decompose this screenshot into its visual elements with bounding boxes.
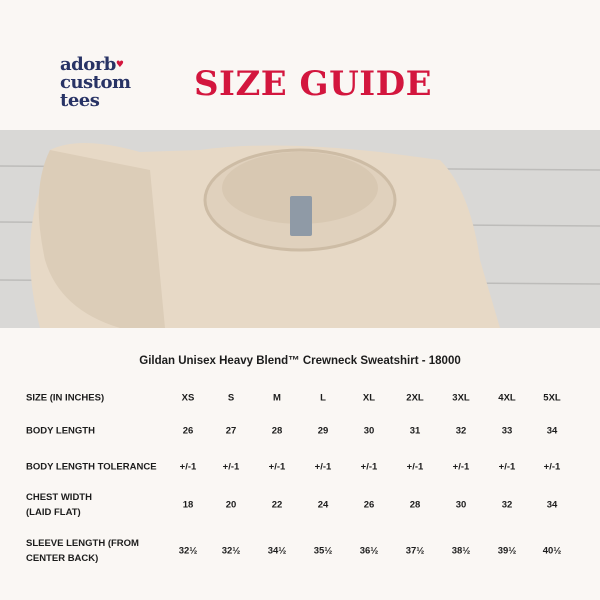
- size-header: 4XL: [498, 392, 516, 404]
- table-cell: +/-1: [543, 461, 561, 473]
- brand-logo: adorb♥ custom tees: [60, 56, 131, 110]
- table-cell: 37½: [405, 545, 425, 557]
- table-cell: 28: [271, 425, 283, 437]
- table-cell: 32½: [221, 545, 241, 557]
- row-label: BODY LENGTH TOLERANCE: [26, 461, 157, 473]
- logo-line: custom: [60, 72, 131, 93]
- size-header: M: [273, 392, 281, 404]
- product-name: Gildan Unisex Heavy Blend™ Crewneck Swea…: [139, 355, 461, 367]
- table-cell: 34: [546, 499, 558, 511]
- table-cell: 39½: [497, 545, 517, 557]
- table-cell: 32: [501, 499, 513, 511]
- page-title: SIZE GUIDE: [194, 64, 433, 104]
- table-cell: 29: [317, 425, 329, 437]
- table-cell: 20: [225, 499, 237, 511]
- table-cell: +/-1: [179, 461, 197, 473]
- table-cell: 31: [409, 425, 421, 437]
- size-header: 2XL: [406, 392, 424, 404]
- table-cell: 22: [271, 499, 283, 511]
- table-cell: 34: [546, 425, 558, 437]
- table-cell: 26: [363, 499, 375, 511]
- table-cell: 28: [409, 499, 421, 511]
- row-label: CHEST WIDTH (LAID FLAT): [26, 492, 92, 518]
- size-header: 5XL: [543, 392, 561, 404]
- table-cell: 32: [455, 425, 467, 437]
- table-cell: 35½: [313, 545, 333, 557]
- size-header: 3XL: [452, 392, 470, 404]
- table-cell: 36½: [359, 545, 379, 557]
- table-cell: 30: [363, 425, 375, 437]
- row-label: SLEEVE LENGTH (FROM CENTER BACK): [26, 538, 139, 564]
- table-cell: +/-1: [452, 461, 470, 473]
- table-cell: 24: [317, 499, 329, 511]
- row-label: BODY LENGTH: [26, 425, 95, 437]
- heart-icon: ♥: [115, 60, 124, 70]
- sweatshirt-photo: [0, 130, 600, 328]
- size-header: XL: [362, 392, 376, 404]
- table-header-label: SIZE (IN INCHES): [26, 392, 105, 404]
- table-cell: 18: [182, 499, 194, 511]
- table-cell: 30: [455, 499, 467, 511]
- table-cell: 32½: [178, 545, 198, 557]
- table-cell: +/-1: [268, 461, 286, 473]
- size-header: S: [227, 392, 235, 404]
- table-cell: +/-1: [498, 461, 516, 473]
- table-cell: 34½: [267, 545, 287, 557]
- table-cell: +/-1: [222, 461, 240, 473]
- logo-line: tees: [60, 90, 100, 111]
- table-cell: 40½: [542, 545, 562, 557]
- table-cell: +/-1: [406, 461, 424, 473]
- size-header: XS: [181, 392, 195, 404]
- size-header: L: [320, 392, 326, 404]
- table-cell: 38½: [451, 545, 471, 557]
- table-cell: 33: [501, 425, 513, 437]
- table-cell: 27: [225, 425, 237, 437]
- logo-line: adorb: [60, 54, 116, 75]
- table-cell: 26: [182, 425, 194, 437]
- table-cell: +/-1: [314, 461, 332, 473]
- table-cell: +/-1: [360, 461, 378, 473]
